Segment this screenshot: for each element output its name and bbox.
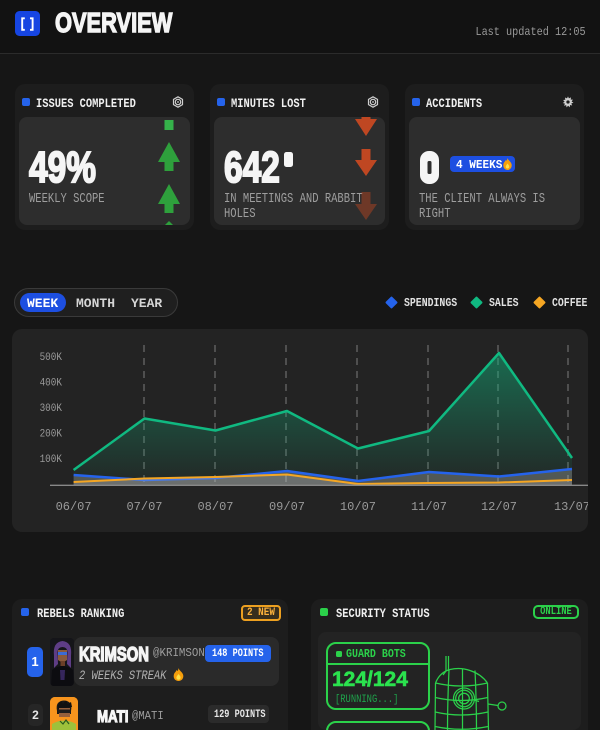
svg-text:13/07: 13/07 <box>554 500 588 514</box>
svg-text:07/07: 07/07 <box>126 500 162 514</box>
svg-text:300K: 300K <box>40 403 63 415</box>
svg-text:400K: 400K <box>40 378 63 390</box>
svg-text:10/07: 10/07 <box>340 500 376 514</box>
svg-text:08/07: 08/07 <box>197 500 233 514</box>
svg-text:200K: 200K <box>40 429 63 441</box>
svg-text:11/07: 11/07 <box>411 500 447 514</box>
svg-text:100K: 100K <box>40 454 63 466</box>
svg-text:500K: 500K <box>40 352 63 364</box>
svg-text:09/07: 09/07 <box>269 500 305 514</box>
svg-text:06/07: 06/07 <box>56 500 92 514</box>
svg-text:12/07: 12/07 <box>481 500 517 514</box>
